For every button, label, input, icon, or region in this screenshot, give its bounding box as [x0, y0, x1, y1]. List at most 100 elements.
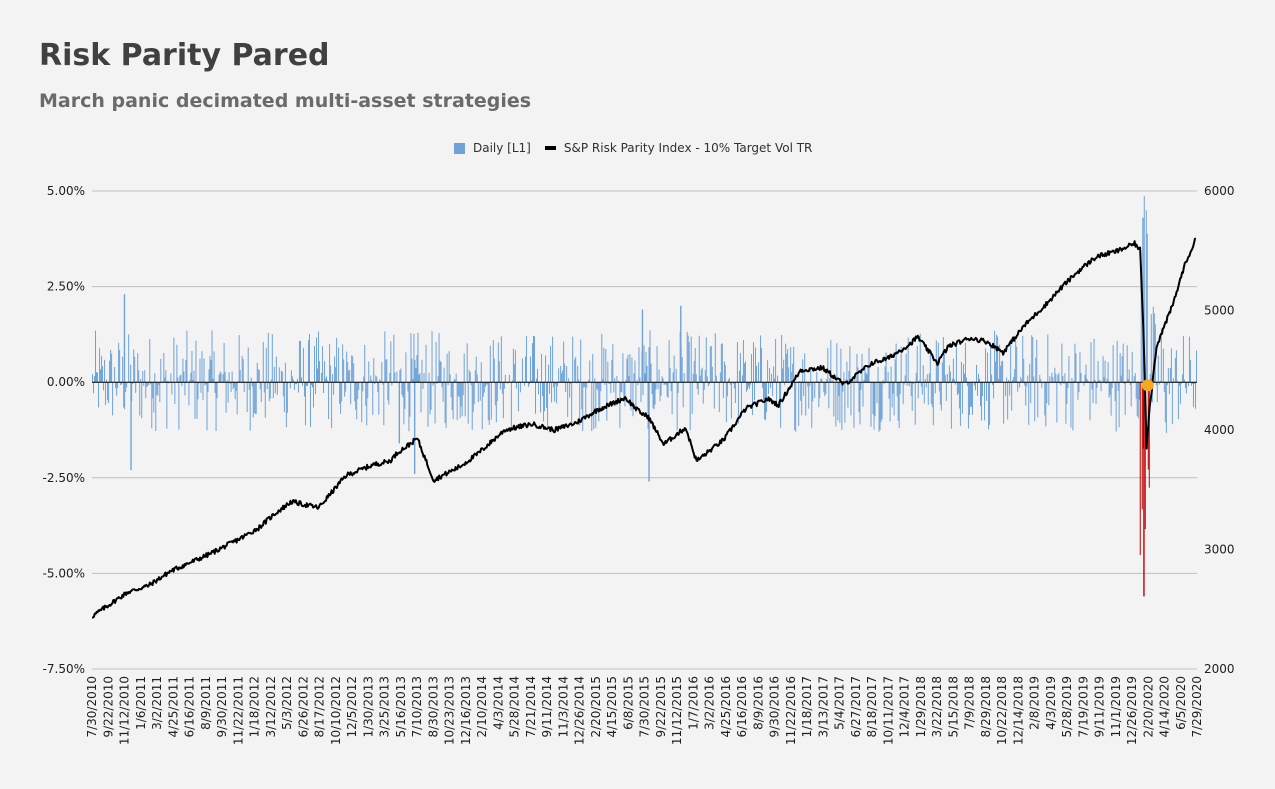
daily-bar [698, 335, 700, 383]
daily-bar [364, 344, 366, 383]
daily-bar [421, 359, 423, 383]
daily-bar [177, 377, 179, 383]
daily-bar [130, 364, 132, 383]
daily-bar [847, 382, 849, 408]
daily-bar [942, 336, 944, 383]
daily-bar [417, 332, 419, 383]
daily-bar [233, 382, 235, 388]
daily-bar [1021, 379, 1023, 383]
x-axis-tick-label: 1/30/2013 [361, 676, 375, 738]
daily-bar [301, 382, 303, 386]
left-axis-tick-label: 5.00% [47, 184, 85, 198]
daily-bar [821, 378, 823, 383]
daily-bar [677, 382, 679, 393]
daily-bar [1031, 335, 1033, 383]
daily-bar [365, 382, 367, 406]
daily-bar [873, 382, 875, 430]
daily-bar [1124, 382, 1126, 415]
daily-bar [294, 382, 296, 385]
daily-bar [846, 361, 848, 383]
daily-bar [878, 382, 880, 432]
daily-bar [927, 382, 929, 405]
daily-bar [455, 373, 457, 383]
x-axis-tick-label: 6/27/2017 [849, 676, 863, 738]
daily-bar [290, 370, 292, 383]
daily-bar [645, 352, 647, 383]
daily-bar [1136, 382, 1138, 416]
daily-bar [619, 382, 621, 428]
daily-bar [531, 343, 533, 383]
daily-bar [688, 341, 690, 383]
daily-bar [431, 331, 433, 383]
daily-bar [864, 367, 866, 383]
daily-bar [1115, 382, 1117, 432]
daily-bar [665, 382, 667, 386]
x-axis-tick-label: 2/8/2019 [1028, 676, 1042, 730]
daily-bar [108, 382, 110, 404]
daily-bar [742, 340, 744, 383]
daily-bar [1139, 382, 1141, 555]
daily-bar [1049, 376, 1051, 383]
daily-bar [250, 377, 252, 383]
daily-bar [925, 382, 927, 388]
daily-bar [1146, 233, 1148, 383]
daily-bar [1087, 380, 1089, 383]
daily-bar [700, 369, 702, 383]
daily-bar [260, 382, 262, 403]
daily-bar [1137, 382, 1139, 419]
daily-bar [772, 382, 774, 396]
daily-bar [438, 333, 440, 383]
x-axis-tick-label: 6/26/2012 [296, 676, 310, 738]
daily-bar [381, 362, 383, 383]
daily-bar [709, 346, 711, 383]
daily-bar [315, 382, 317, 395]
daily-bar [859, 382, 861, 425]
daily-bar [988, 382, 990, 430]
daily-bar [278, 367, 280, 383]
daily-bar [622, 353, 624, 383]
daily-bar [1078, 382, 1080, 392]
x-axis-tick-label: 5/28/2019 [1060, 676, 1074, 738]
daily-bar [964, 342, 966, 383]
daily-bar [757, 381, 759, 383]
daily-bar [198, 382, 200, 384]
daily-bar [724, 365, 726, 383]
daily-bar [725, 382, 727, 423]
daily-bar [1105, 382, 1107, 384]
daily-bar [1100, 382, 1102, 392]
daily-bar [611, 359, 613, 383]
daily-bar [1059, 382, 1061, 384]
daily-bar [382, 382, 384, 385]
daily-bar [422, 382, 424, 390]
daily-bar [327, 380, 329, 383]
daily-bar [318, 331, 320, 383]
daily-bar [218, 374, 220, 383]
daily-bar [1071, 377, 1073, 383]
daily-bar [752, 342, 754, 383]
daily-bar [515, 382, 517, 389]
daily-bar [273, 366, 275, 383]
daily-bar [955, 341, 957, 383]
daily-bar [503, 382, 505, 389]
daily-bar [508, 374, 510, 383]
daily-bar [1056, 382, 1058, 423]
daily-bar [139, 382, 141, 416]
daily-bar-extreme [1143, 382, 1145, 597]
daily-bar [153, 382, 155, 413]
daily-bar [703, 382, 705, 390]
daily-bar [582, 382, 584, 431]
daily-bar [536, 378, 538, 383]
daily-bar [558, 368, 560, 383]
daily-bar [904, 375, 906, 383]
daily-bar [391, 382, 393, 386]
daily-bar [496, 382, 498, 402]
daily-bar [305, 382, 307, 386]
daily-bar [1114, 382, 1116, 402]
daily-bar [215, 382, 217, 432]
daily-bar [117, 382, 119, 389]
daily-bar [141, 382, 143, 419]
daily-bar [1001, 361, 1003, 383]
daily-bar [291, 376, 293, 383]
daily-bar [454, 380, 456, 383]
daily-bar [1187, 382, 1189, 387]
